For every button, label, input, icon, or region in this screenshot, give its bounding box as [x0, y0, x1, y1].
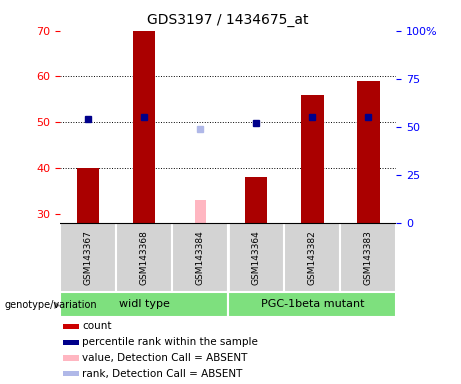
- Polygon shape: [54, 301, 60, 309]
- Text: PGC-1beta mutant: PGC-1beta mutant: [260, 299, 364, 310]
- Title: GDS3197 / 1434675_at: GDS3197 / 1434675_at: [148, 13, 309, 27]
- Text: count: count: [82, 321, 112, 331]
- Bar: [116, 223, 172, 292]
- Text: rank, Detection Call = ABSENT: rank, Detection Call = ABSENT: [82, 369, 242, 379]
- Bar: [60, 223, 116, 292]
- Bar: [60, 292, 228, 317]
- Bar: [172, 223, 228, 292]
- Text: value, Detection Call = ABSENT: value, Detection Call = ABSENT: [82, 353, 248, 363]
- Bar: [63, 339, 79, 345]
- Text: GSM143384: GSM143384: [195, 230, 205, 285]
- Bar: [77, 168, 99, 223]
- Bar: [357, 81, 379, 223]
- Bar: [63, 356, 79, 361]
- Bar: [245, 177, 267, 223]
- Bar: [63, 324, 79, 329]
- Text: genotype/variation: genotype/variation: [5, 300, 97, 310]
- Text: percentile rank within the sample: percentile rank within the sample: [82, 337, 258, 347]
- Text: GSM143367: GSM143367: [83, 230, 93, 285]
- Bar: [195, 200, 206, 223]
- Text: GSM143368: GSM143368: [140, 230, 148, 285]
- Bar: [133, 31, 155, 223]
- Text: GSM143383: GSM143383: [364, 230, 373, 285]
- Text: GSM143364: GSM143364: [252, 230, 261, 285]
- Bar: [340, 223, 396, 292]
- Bar: [228, 292, 396, 317]
- Bar: [228, 223, 284, 292]
- Bar: [284, 223, 340, 292]
- Text: GSM143382: GSM143382: [308, 230, 317, 285]
- Text: widl type: widl type: [118, 299, 170, 310]
- Bar: [63, 371, 79, 376]
- Bar: [301, 95, 324, 223]
